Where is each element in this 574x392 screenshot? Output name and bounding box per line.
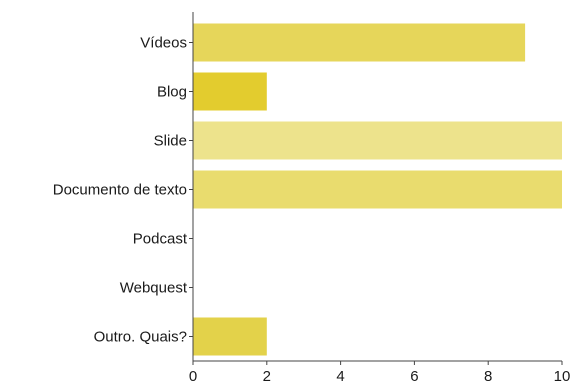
x-tick-label-0: 0 — [189, 368, 197, 385]
bar-slide — [193, 121, 562, 160]
category-label-blog: Blog — [157, 84, 187, 101]
bar-blog — [193, 72, 267, 111]
bar-documento-de-texto — [193, 170, 562, 209]
category-label-videos: Vídeos — [140, 35, 187, 52]
category-label-podcast: Podcast — [133, 231, 188, 248]
x-tick-label-4: 4 — [336, 368, 344, 385]
x-tick-label-2: 2 — [263, 368, 271, 385]
labels-layer: Vídeos Blog Slide Documento de texto Podcast… — [53, 35, 571, 386]
x-tick-label-10: 10 — [554, 368, 571, 385]
x-tick-label-8: 8 — [484, 368, 492, 385]
category-label-documento-de-texto: Documento de texto — [53, 182, 187, 199]
category-label-slide: Slide — [154, 133, 187, 150]
axes-layer — [189, 12, 563, 365]
bar-videos — [193, 23, 526, 62]
bars-layer — [193, 23, 562, 356]
x-tick-label-6: 6 — [410, 368, 418, 385]
category-label-outro-quais: Outro. Quais? — [94, 329, 187, 346]
bar-outro-quais — [193, 317, 267, 356]
category-label-webquest: Webquest — [120, 280, 188, 297]
